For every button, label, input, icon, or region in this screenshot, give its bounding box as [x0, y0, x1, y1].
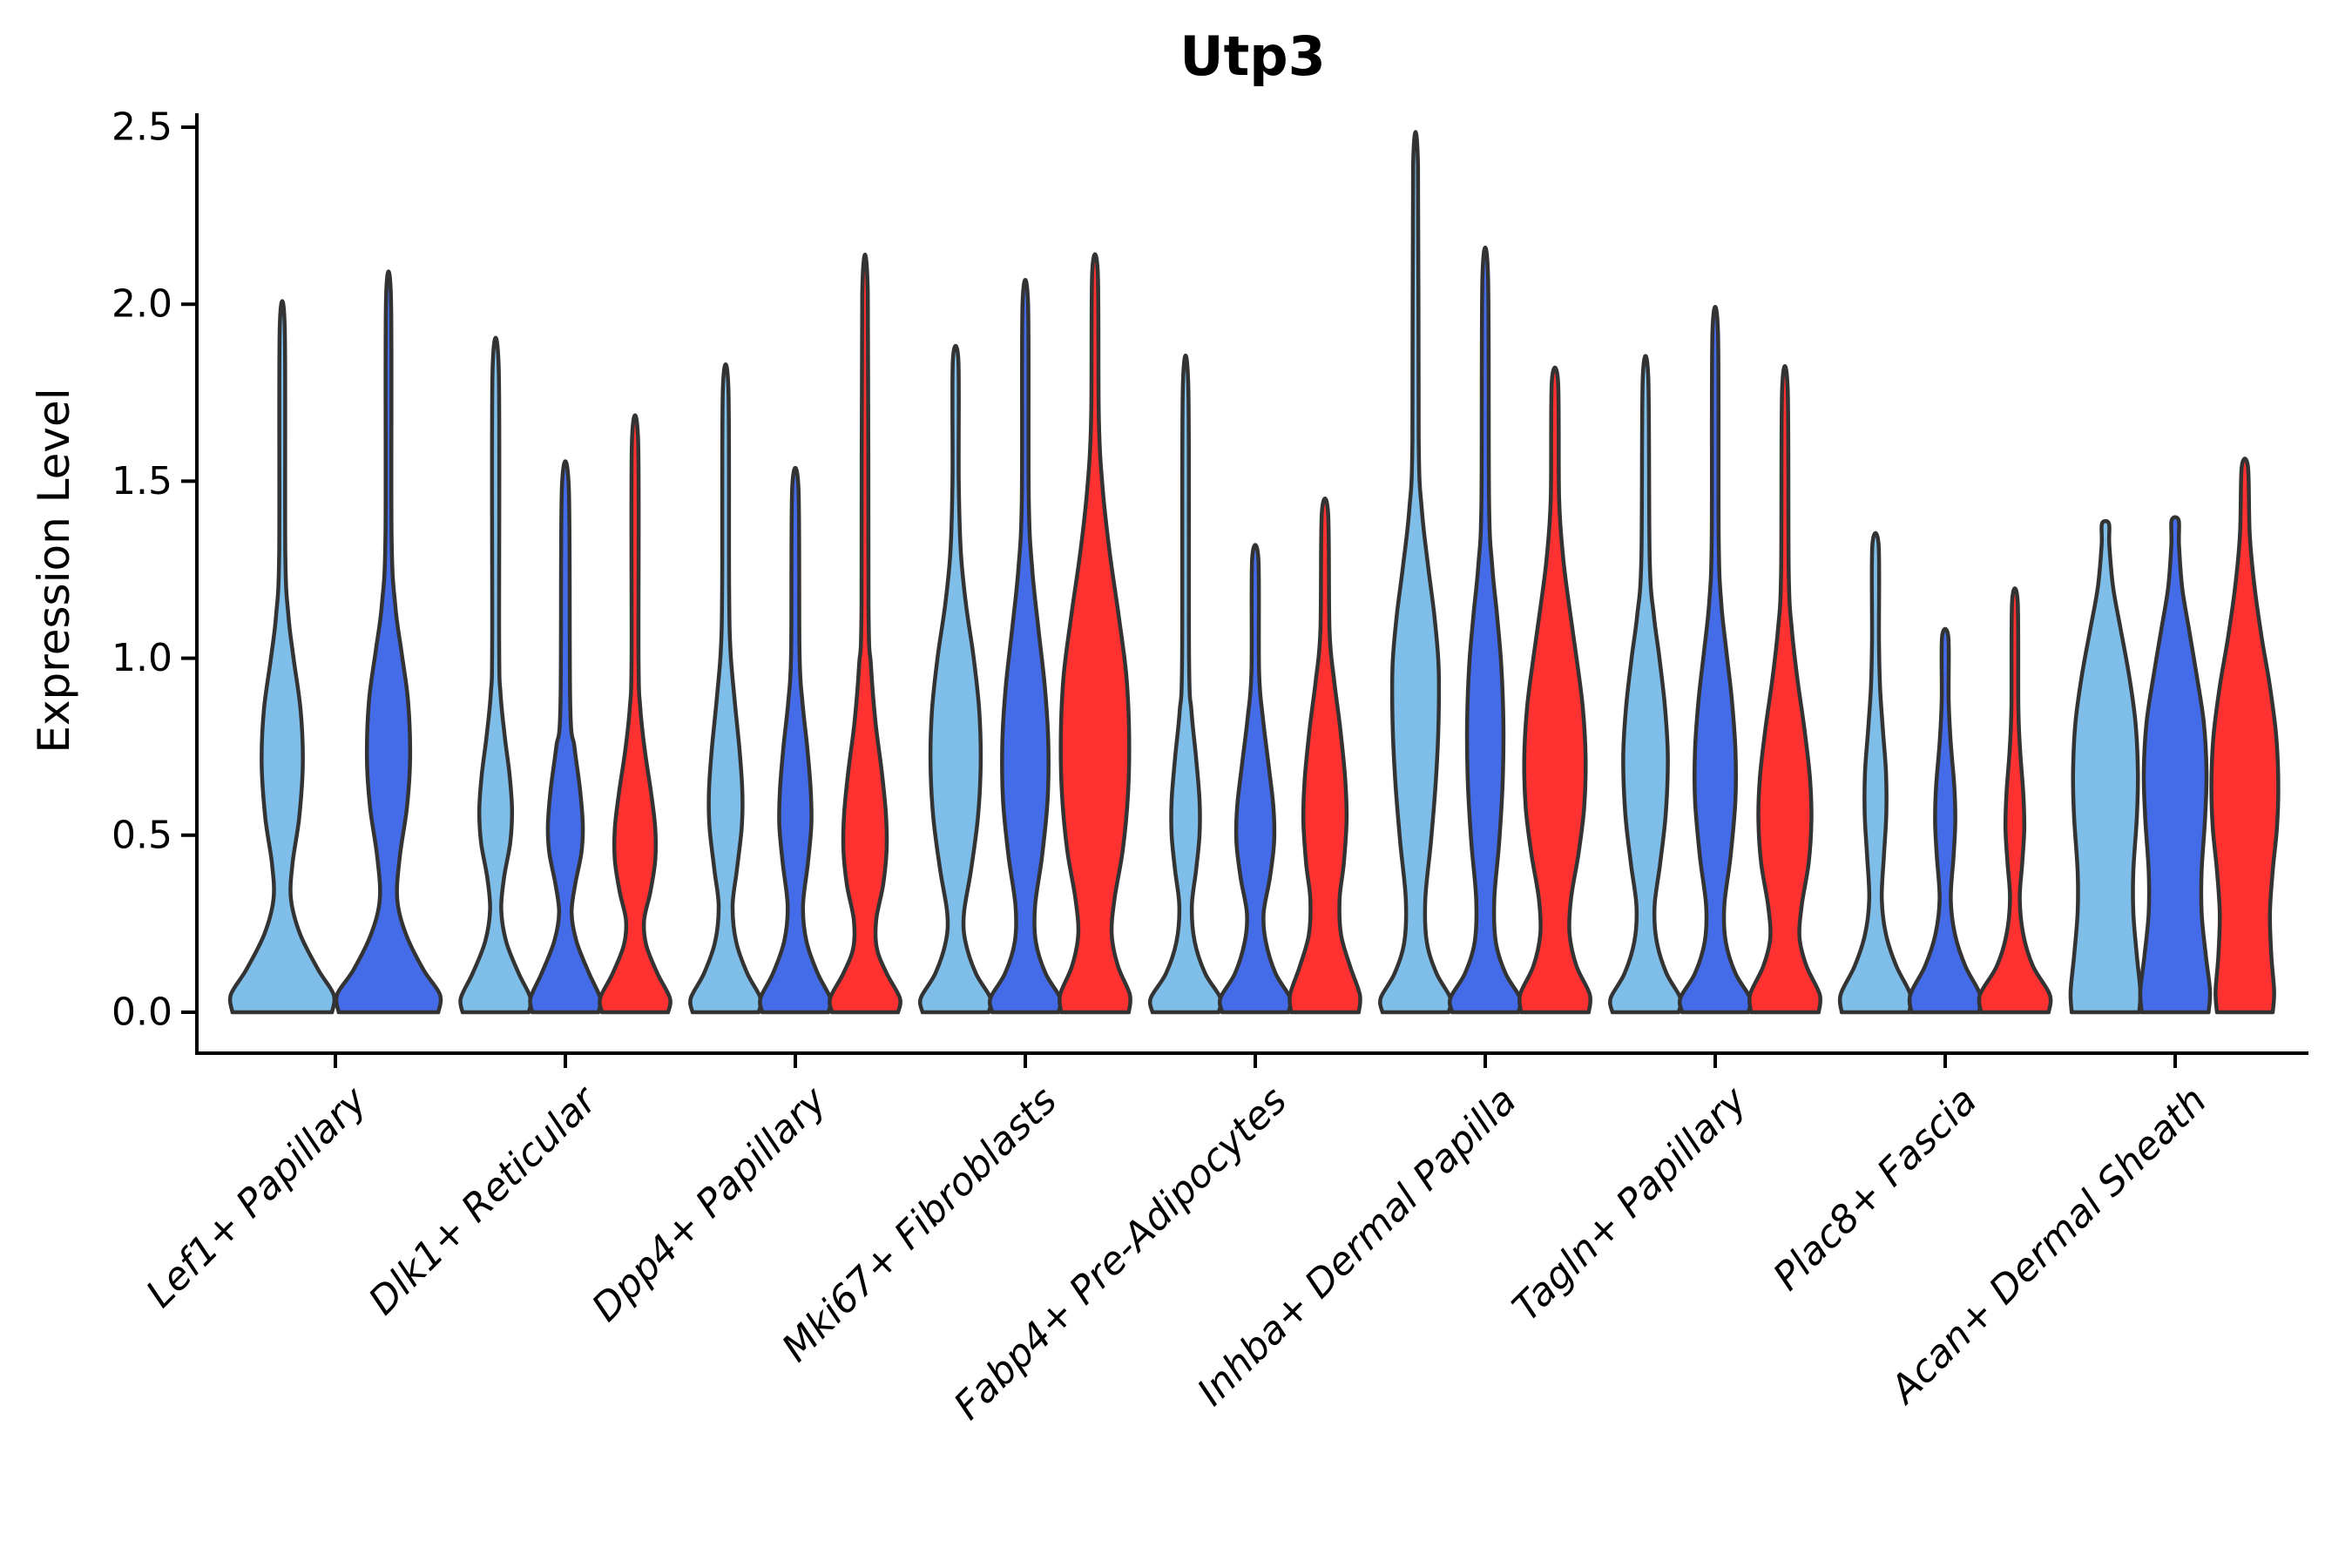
violin-Dlk1+ Reticular-red	[598, 413, 672, 1015]
violin-Inhba+ Dermal Papilla-red	[1517, 365, 1593, 1015]
violin-Inhba+ Dermal Papilla-light_blue	[1378, 130, 1453, 1015]
y-tick-label: 0.0	[112, 990, 172, 1035]
violin-Acan+ Dermal Sheath-royal_blue	[2138, 515, 2213, 1015]
y-tick-label: 0.5	[112, 813, 172, 857]
violin-Tagln+ Papillary-light_blue	[1608, 354, 1683, 1015]
y-tick-label: 2.0	[112, 282, 172, 327]
violin-Lef1+ Papillary-light_blue	[227, 299, 337, 1015]
violin-Acan+ Dermal Sheath-red	[2209, 456, 2281, 1015]
violin-Dpp4+ Papillary-royal_blue	[758, 466, 833, 1015]
violin-Dlk1+ Reticular-royal_blue	[528, 459, 603, 1015]
violin-Dpp4+ Papillary-light_blue	[688, 362, 763, 1015]
violin-Dpp4+ Papillary-red	[828, 253, 902, 1015]
y-tick-label: 1.0	[112, 636, 172, 680]
violin-Mki67+ Fibroblasts-red	[1058, 252, 1132, 1015]
violin-Tagln+ Papillary-red	[1747, 364, 1823, 1015]
violin-Lef1+ Papillary-royal_blue	[334, 269, 443, 1015]
violin-Plac8+ Fascia-red	[1977, 586, 2053, 1015]
violin-Fabp4+ Pre-Adipocytes-red	[1288, 496, 1362, 1015]
violin-Fabp4+ Pre-Adipocytes-light_blue	[1147, 354, 1224, 1015]
violin-Dlk1+ Reticular-light_blue	[458, 335, 533, 1015]
y-tick-label: 2.5	[112, 105, 172, 150]
violin-Plac8+ Fascia-royal_blue	[1907, 626, 1984, 1015]
y-tick-label: 1.5	[112, 459, 172, 504]
violin-Acan+ Dermal Sheath-light_blue	[2068, 518, 2143, 1015]
violin-Fabp4+ Pre-Adipocytes-royal_blue	[1217, 543, 1294, 1015]
violin-Plac8+ Fascia-light_blue	[1837, 531, 1914, 1015]
violin-Inhba+ Dermal Papilla-royal_blue	[1447, 245, 1524, 1015]
violin-Tagln+ Papillary-royal_blue	[1677, 304, 1754, 1015]
violin-Mki67+ Fibroblasts-light_blue	[917, 343, 994, 1015]
chart-title: Utp3	[1179, 24, 1326, 88]
violin-Mki67+ Fibroblasts-royal_blue	[987, 278, 1064, 1015]
